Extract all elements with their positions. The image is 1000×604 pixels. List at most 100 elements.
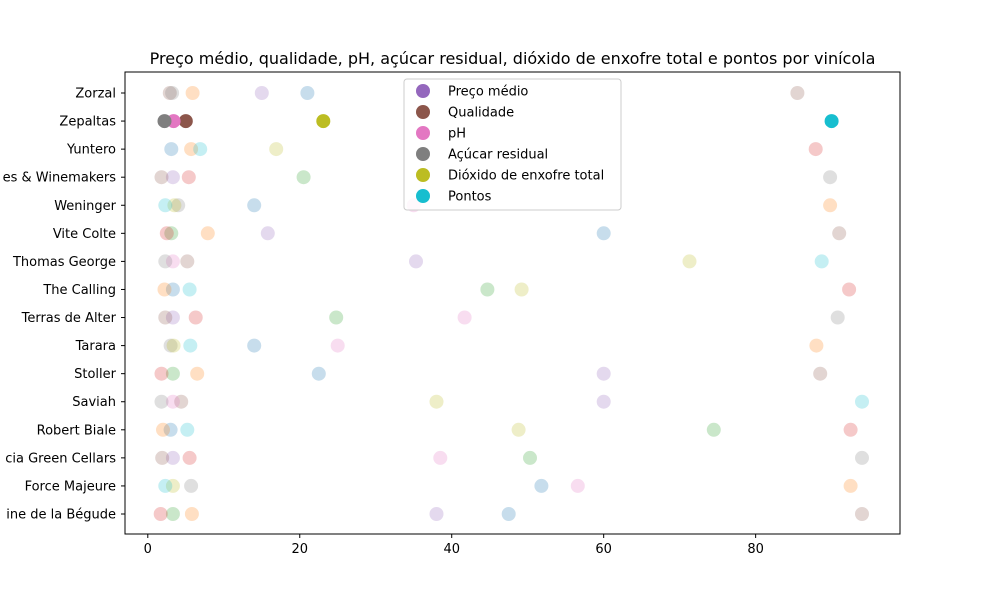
data-point	[165, 86, 180, 100]
y-tick-label: Zepaltas	[59, 115, 116, 130]
data-point	[153, 507, 168, 521]
legend-marker	[416, 147, 430, 161]
data-point	[514, 282, 529, 297]
data-point	[830, 310, 845, 325]
data-point	[165, 366, 180, 381]
data-point	[184, 478, 199, 493]
y-tick-label: Robert Biale	[37, 423, 116, 438]
legend-items: Preço médio Qualidade pH Açúcar residual Dió…	[416, 84, 604, 205]
data-point	[190, 366, 205, 381]
legend: Preço médio Qualidade pH Açúcar residual Dió…	[403, 78, 622, 211]
data-point	[409, 254, 423, 269]
data-point	[843, 422, 858, 437]
data-point	[165, 450, 180, 465]
legend-marker	[416, 189, 430, 203]
data-point	[855, 394, 869, 409]
data-point	[511, 422, 526, 437]
legend-marker	[416, 84, 430, 98]
y-tick-label: Thomas George	[12, 255, 116, 270]
data-point	[181, 170, 196, 185]
data-point	[171, 198, 186, 213]
y-tick-label: Tarara	[75, 339, 116, 354]
data-point	[158, 478, 173, 493]
data-point	[843, 478, 858, 493]
data-point	[480, 282, 495, 297]
data-point	[158, 198, 173, 213]
legend-label: Qualidade	[448, 106, 514, 121]
data-point	[523, 450, 537, 465]
data-point	[429, 394, 444, 409]
data-point	[269, 142, 284, 157]
x-tick-label: 20	[291, 542, 308, 557]
x-axis: 0 20 40 60 80	[144, 534, 764, 557]
y-tick-label: Weninger	[54, 199, 116, 214]
data-point	[824, 114, 839, 129]
legend-marker	[416, 168, 430, 182]
data-point	[165, 507, 180, 521]
data-point	[154, 366, 169, 381]
data-point	[155, 450, 170, 465]
data-point	[184, 507, 199, 521]
y-tick-label: Force Majeure	[25, 479, 116, 494]
data-point	[185, 86, 200, 100]
y-tick-label: Terras de Alter	[21, 311, 117, 326]
y-tick-label: The Calling	[42, 283, 116, 298]
data-point	[166, 338, 181, 353]
data-point	[165, 478, 180, 493]
data-point	[596, 394, 611, 409]
data-point	[188, 310, 203, 325]
data-point	[682, 254, 697, 269]
data-point	[159, 226, 174, 241]
data-point	[316, 114, 331, 129]
data-point	[842, 282, 857, 297]
y-tick-label: es & Winemakers	[3, 171, 117, 186]
legend-label: Dióxido de enxofre total	[448, 169, 604, 184]
y-tick-label: Zorzal	[75, 87, 116, 102]
data-point	[814, 254, 829, 269]
y-tick-label: Saviah	[72, 395, 116, 410]
data-point	[158, 254, 173, 269]
legend-label: Preço médio	[448, 85, 528, 100]
data-point	[790, 86, 805, 100]
data-point	[183, 338, 198, 353]
data-point	[429, 507, 444, 521]
data-point	[311, 366, 326, 381]
x-tick-label: 40	[443, 542, 460, 557]
y-tick-label: Stoller	[74, 367, 117, 382]
legend-label: Açúcar residual	[448, 148, 548, 163]
data-point	[162, 86, 177, 100]
y-tick-label: ine de la Bégude	[6, 508, 116, 523]
data-point	[247, 198, 262, 213]
data-point	[254, 86, 269, 100]
data-point	[165, 254, 180, 269]
data-point	[180, 254, 195, 269]
y-tick-label: Vite Colte	[53, 227, 116, 242]
data-point	[184, 142, 199, 157]
data-point	[260, 226, 275, 241]
legend-marker	[416, 105, 430, 119]
data-point	[570, 478, 585, 493]
y-axis: ine de la Bégude Force Majeure cia Green C…	[3, 87, 125, 523]
data-point	[247, 338, 262, 353]
y-tick-label: Yuntero	[66, 143, 116, 158]
data-point	[823, 170, 838, 185]
chart-title: Preço médio, qualidade, pH, açúcar resid…	[150, 49, 876, 68]
data-point	[501, 507, 516, 521]
data-point	[165, 394, 180, 409]
x-tick-label: 60	[595, 542, 612, 557]
data-point	[158, 310, 173, 325]
data-point	[178, 114, 193, 129]
data-point	[329, 310, 344, 325]
data-point	[809, 338, 824, 353]
data-point	[457, 310, 472, 325]
data-point	[534, 478, 549, 493]
data-point	[182, 450, 197, 465]
data-point	[200, 226, 215, 241]
data-point	[157, 282, 172, 297]
data-point	[855, 507, 869, 521]
data-point	[855, 450, 869, 465]
data-point	[808, 142, 823, 157]
data-point	[165, 282, 180, 297]
legend-label: Pontos	[448, 190, 492, 205]
